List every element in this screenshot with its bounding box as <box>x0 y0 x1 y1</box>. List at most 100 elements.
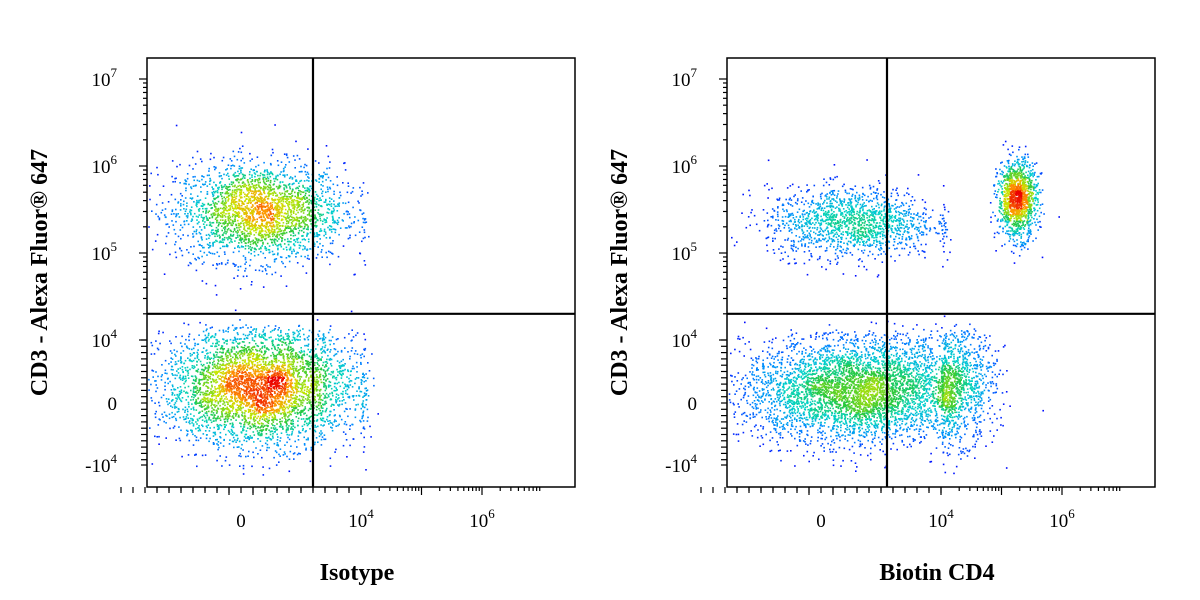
data-point <box>224 198 227 200</box>
data-point <box>218 426 220 428</box>
data-point <box>245 324 247 326</box>
data-point <box>287 337 289 339</box>
data-point <box>310 349 312 351</box>
data-point <box>250 168 252 171</box>
data-point <box>262 413 265 415</box>
data-point <box>352 395 355 397</box>
data-point <box>165 398 168 400</box>
data-point <box>299 335 301 338</box>
data-point <box>186 366 189 369</box>
data-point <box>246 188 249 190</box>
data-point <box>293 397 296 399</box>
data-point <box>180 352 182 354</box>
data-point <box>281 361 284 364</box>
data-point <box>326 369 329 371</box>
data-point <box>200 363 203 366</box>
data-point <box>307 209 309 212</box>
data-point <box>271 148 274 151</box>
data-point <box>161 413 163 416</box>
data-point <box>175 336 177 338</box>
data-point <box>200 229 203 231</box>
data-point <box>160 396 163 399</box>
data-point <box>297 386 299 389</box>
data-point <box>300 403 302 406</box>
data-point <box>153 353 156 355</box>
data-point <box>211 414 214 416</box>
data-point <box>252 352 255 355</box>
data-point <box>284 205 286 208</box>
data-point <box>177 360 180 362</box>
data-point <box>240 189 242 191</box>
data-point <box>349 444 351 447</box>
data-point <box>293 219 295 222</box>
data-point <box>256 353 259 355</box>
data-point <box>303 436 305 439</box>
data-point <box>281 211 283 214</box>
data-point <box>185 180 187 182</box>
data-point <box>224 227 227 229</box>
data-point <box>280 361 282 363</box>
data-point <box>297 420 299 422</box>
data-point <box>203 405 205 408</box>
data-point <box>292 224 295 227</box>
data-point <box>343 336 346 339</box>
data-point <box>361 379 363 382</box>
data-point <box>239 319 241 321</box>
data-point <box>249 353 252 355</box>
data-point <box>220 193 222 196</box>
data-point <box>209 177 211 180</box>
data-point <box>240 185 242 188</box>
data-point <box>221 202 224 205</box>
data-point <box>221 364 224 366</box>
data-point <box>198 208 201 210</box>
data-point <box>157 173 159 176</box>
data-point <box>174 388 177 391</box>
data-point <box>335 338 338 341</box>
data-point <box>287 349 289 351</box>
data-point <box>290 411 293 413</box>
data-point <box>196 361 198 363</box>
data-point <box>245 222 248 224</box>
data-point <box>207 355 209 358</box>
data-point <box>313 379 316 381</box>
data-point <box>227 411 230 414</box>
data-point <box>211 186 213 188</box>
data-point <box>281 417 284 419</box>
data-point <box>226 408 228 411</box>
data-point <box>313 399 316 401</box>
data-point <box>238 406 240 408</box>
data-point <box>223 202 226 204</box>
data-point <box>329 186 331 189</box>
data-point <box>243 435 246 438</box>
data-point <box>235 203 237 206</box>
data-point <box>279 198 281 201</box>
data-point <box>186 202 188 204</box>
data-point <box>325 237 328 239</box>
data-point <box>264 187 267 190</box>
data-point <box>287 333 289 335</box>
data-point <box>244 258 247 261</box>
data-point <box>340 360 343 363</box>
data-point <box>294 398 297 400</box>
data-point <box>212 194 215 196</box>
data-point <box>278 200 280 202</box>
data-point <box>238 214 240 217</box>
data-point <box>286 156 289 159</box>
data-point <box>236 411 239 414</box>
data-point <box>223 214 226 217</box>
data-point <box>291 177 294 179</box>
data-point <box>259 449 262 451</box>
data-point <box>189 368 191 371</box>
data-point <box>249 264 251 267</box>
data-point <box>348 386 350 389</box>
data-point <box>223 245 226 248</box>
data-point <box>288 208 290 211</box>
data-point <box>230 160 233 162</box>
data-point <box>245 419 247 422</box>
data-point <box>347 385 350 388</box>
data-point <box>298 244 301 247</box>
data-point <box>164 208 167 210</box>
data-point <box>226 418 229 421</box>
data-point <box>256 186 258 189</box>
data-point <box>318 204 320 206</box>
